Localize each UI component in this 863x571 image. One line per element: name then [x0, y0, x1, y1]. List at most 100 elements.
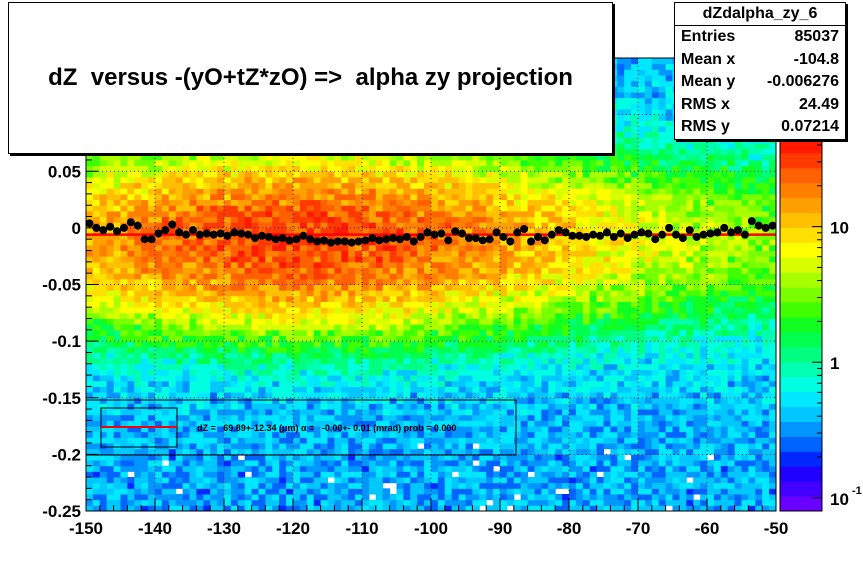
heatmap-cell [175, 392, 184, 399]
heatmap-cell [451, 505, 460, 512]
heatmap-cell [458, 284, 466, 291]
heatmap-cell [479, 358, 487, 365]
heatmap-cell [403, 222, 411, 229]
heatmap-cell [444, 318, 453, 325]
heatmap-cell [175, 312, 184, 319]
heatmap-cell [272, 312, 280, 319]
heatmap-cell [313, 505, 322, 512]
heatmap-cell [313, 426, 322, 433]
heatmap-cell [279, 329, 287, 336]
heatmap-cell [306, 403, 315, 410]
heatmap-cell [313, 199, 322, 206]
heatmap-cell [396, 290, 404, 297]
heatmap-cell [355, 363, 363, 370]
heatmap-cell [265, 182, 273, 189]
heatmap-cell [500, 267, 508, 274]
heatmap-cell [106, 261, 115, 269]
heatmap-cell [272, 346, 280, 353]
heatmap-cell [148, 176, 156, 184]
heatmap-cell [403, 471, 411, 478]
heatmap-cell [410, 505, 418, 512]
heatmap-cell [513, 301, 522, 308]
heatmap-cell [458, 443, 466, 450]
heatmap-cell [224, 244, 232, 252]
heatmap-cell [327, 171, 335, 178]
heatmap-cell [486, 307, 494, 314]
heatmap-cell [375, 171, 384, 178]
heatmap-cell [431, 505, 439, 512]
heatmap-cell [244, 176, 253, 184]
heatmap-cell [306, 284, 315, 291]
heatmap-cell [348, 324, 356, 331]
heatmap-cell [244, 318, 253, 325]
heatmap-cell [120, 165, 128, 172]
heatmap-cell [465, 471, 473, 478]
heatmap-cell [362, 318, 370, 325]
heatmap-cell [320, 335, 328, 342]
heatmap-cell [99, 397, 108, 404]
heatmap-cell [86, 397, 94, 404]
heatmap-cell [120, 199, 128, 206]
heatmap-cell [251, 409, 259, 416]
heatmap-cell [334, 335, 342, 342]
heatmap-cell [272, 369, 280, 376]
heatmap-cell [513, 193, 522, 201]
heatmap-cell [327, 363, 335, 370]
heatmap-cell [86, 295, 94, 302]
heatmap-cell [141, 154, 149, 161]
heatmap-cell [313, 465, 322, 472]
heatmap-cell [224, 392, 232, 399]
heatmap-cell [375, 409, 384, 416]
heatmap-cell [175, 295, 184, 302]
heatmap-cell [258, 159, 266, 167]
heatmap-cell [175, 324, 184, 331]
heatmap-cell [341, 329, 349, 336]
heatmap-cell [493, 505, 501, 512]
heatmap-cell [175, 375, 184, 382]
heatmap-cell [293, 409, 301, 416]
heatmap-cell [203, 460, 211, 467]
heatmap-cell [182, 414, 190, 421]
heatmap-cell [382, 244, 391, 252]
heatmap-cell [244, 505, 253, 512]
heatmap-cell [168, 358, 177, 365]
heatmap-cell [113, 477, 121, 484]
heatmap-cell [313, 431, 322, 438]
heatmap-cell [362, 154, 370, 161]
heatmap-cell [355, 369, 363, 376]
heatmap-cell [286, 341, 294, 348]
heatmap-cell [437, 154, 446, 161]
heatmap-cell [458, 273, 466, 280]
heatmap-cell [396, 352, 404, 359]
heatmap-cell [368, 437, 377, 444]
heatmap-cell [224, 324, 232, 331]
heatmap-cell [237, 239, 246, 246]
heatmap-cell [92, 244, 101, 252]
heatmap-cell [348, 380, 356, 387]
heatmap-cell [341, 244, 349, 252]
heatmap-cell [293, 159, 301, 167]
heatmap-cell [375, 324, 384, 331]
heatmap-cell [196, 216, 204, 223]
heatmap-cell [451, 409, 460, 416]
heatmap-cell [134, 278, 142, 285]
heatmap-cell [403, 499, 411, 506]
heatmap-cell [472, 380, 480, 387]
heatmap-cell [382, 301, 391, 308]
heatmap-cell [410, 397, 418, 404]
heatmap-cell [279, 227, 287, 235]
heatmap-cell [237, 443, 246, 450]
heatmap-cell [210, 335, 218, 342]
heatmap-cell [348, 386, 356, 393]
heatmap-cell [320, 380, 328, 387]
heatmap-cell [161, 250, 170, 257]
heatmap-cell [244, 154, 253, 161]
heatmap-cell [334, 431, 342, 438]
heatmap-cell [168, 307, 177, 314]
heatmap-cell [465, 239, 473, 246]
heatmap-cell [320, 437, 328, 444]
heatmap-cell [348, 199, 356, 206]
heatmap-cell [403, 295, 411, 302]
heatmap-cell [168, 324, 177, 331]
heatmap-cell [355, 443, 363, 450]
